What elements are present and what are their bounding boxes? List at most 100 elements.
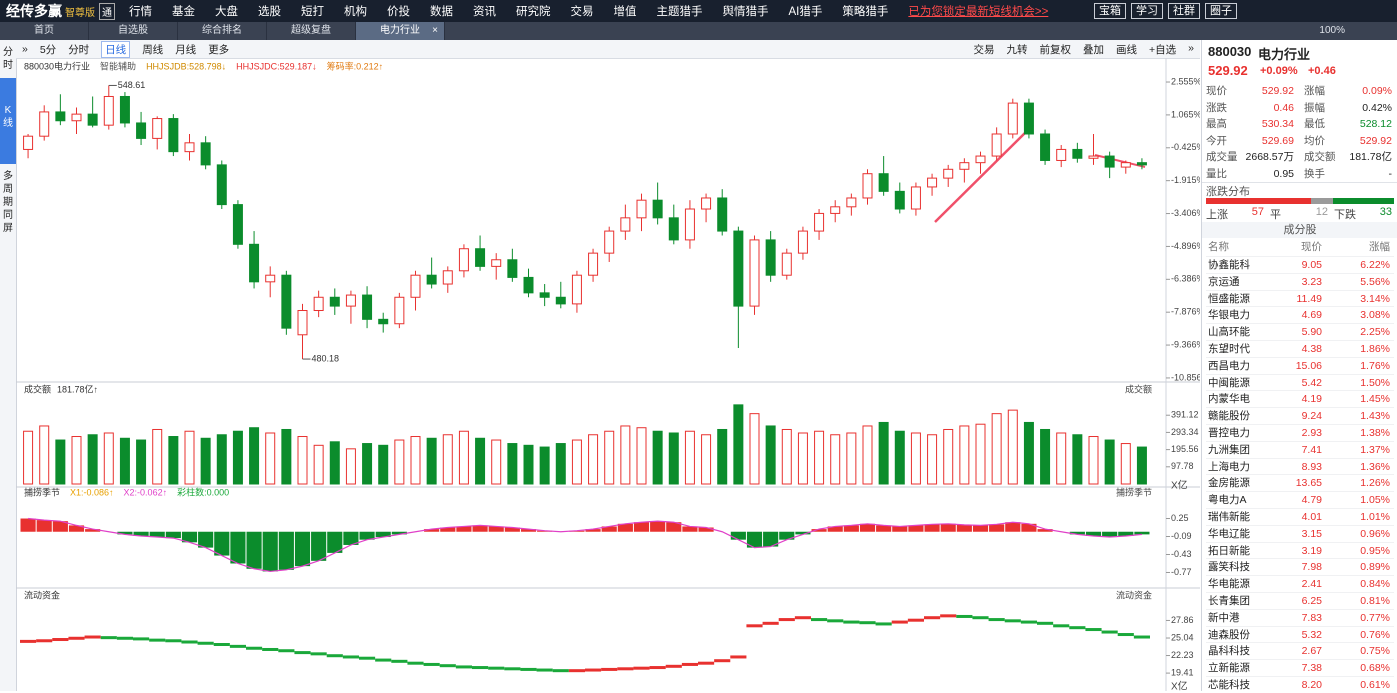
macd-bar bbox=[989, 524, 1005, 532]
cons-row[interactable]: 山高环能 5.90 2.25% bbox=[1206, 323, 1394, 340]
menu-item[interactable]: 行情 bbox=[129, 6, 152, 18]
menu-item[interactable]: 舆情猎手 bbox=[722, 6, 769, 18]
volume-bar bbox=[927, 434, 938, 485]
menu-item[interactable]: 交易 bbox=[570, 6, 594, 18]
menu-item[interactable]: 研究院 bbox=[516, 6, 551, 18]
tab[interactable]: 自选股 bbox=[89, 22, 178, 40]
menu-item[interactable]: 短打 bbox=[301, 6, 324, 18]
menu-item[interactable]: 价投 bbox=[387, 6, 410, 18]
cons-row[interactable]: 晋控电力 2.93 1.38% bbox=[1206, 424, 1394, 441]
tab[interactable]: 电力行业 × bbox=[356, 22, 445, 40]
toolbar-button[interactable]: 前复权 bbox=[1039, 43, 1072, 56]
cons-row[interactable]: 华电辽能 3.15 0.96% bbox=[1206, 524, 1394, 542]
toolbar-button[interactable]: 更多 bbox=[208, 43, 230, 56]
flow-segment bbox=[746, 624, 763, 628]
cons-row[interactable]: 恒盛能源 11.49 3.14% bbox=[1206, 289, 1394, 307]
menu-item[interactable]: AI猎手 bbox=[788, 6, 823, 18]
cons-row[interactable]: 华电能源 2.41 0.84% bbox=[1206, 575, 1394, 592]
flow-segment bbox=[859, 621, 876, 625]
quote-label: 成交量 bbox=[1206, 151, 1238, 163]
panel-title: 成交额 bbox=[24, 383, 51, 394]
quote-value: 0.46 bbox=[1273, 101, 1294, 114]
tab[interactable]: 综合排名 bbox=[178, 22, 267, 40]
top-button[interactable]: 宝箱 bbox=[1094, 3, 1126, 19]
cons-cell: 7.98 bbox=[1301, 561, 1322, 574]
toolbar-button[interactable]: 画线 bbox=[1116, 43, 1138, 56]
menu-item[interactable]: 策略猎手 bbox=[842, 6, 889, 18]
side-item[interactable]: K线 bbox=[0, 78, 16, 164]
tab[interactable]: 首页 bbox=[0, 22, 89, 40]
toolbar-button[interactable]: 分时 bbox=[68, 43, 90, 56]
side-item[interactable]: 分时 bbox=[3, 47, 13, 71]
menu-item[interactable]: 机构 bbox=[344, 6, 367, 18]
cons-row[interactable]: 京运通 3.23 5.56% bbox=[1206, 272, 1394, 290]
toolbar-button[interactable]: 九转 bbox=[1006, 43, 1028, 56]
menu-item[interactable]: 增值 bbox=[613, 6, 637, 18]
toolbar-button[interactable]: 周线 bbox=[142, 43, 164, 56]
cons-row[interactable]: 新中港 7.83 0.77% bbox=[1206, 608, 1394, 626]
side-item[interactable]: 多周期同屏 bbox=[3, 171, 13, 234]
cons-row[interactable]: 晶科科技 2.67 0.75% bbox=[1206, 642, 1394, 659]
volume-bar bbox=[991, 413, 1002, 485]
tab-close[interactable]: × bbox=[432, 25, 438, 36]
cons-row[interactable]: 露笑科技 7.98 0.89% bbox=[1206, 558, 1394, 575]
axis-unit: X亿 bbox=[1171, 680, 1188, 691]
macd-bar bbox=[278, 531, 294, 570]
menu-item[interactable]: 基金 bbox=[172, 6, 195, 18]
flow-segment bbox=[149, 638, 166, 642]
cons-row[interactable]: 长青集团 6.25 0.81% bbox=[1206, 592, 1394, 609]
top-button[interactable]: 社群 bbox=[1168, 3, 1200, 19]
y-tick-label: -9.366% bbox=[1171, 339, 1200, 349]
macd-bar bbox=[520, 529, 537, 532]
cons-row[interactable]: 中闽能源 5.42 1.50% bbox=[1206, 373, 1394, 391]
candle-body bbox=[1007, 102, 1018, 135]
promo-link[interactable]: 已为您锁定最新短线机会>> bbox=[908, 6, 1049, 18]
candle-body bbox=[523, 276, 534, 294]
zoom[interactable]: 100% bbox=[1319, 25, 1345, 36]
cons-cell: 中闽能源 bbox=[1208, 376, 1250, 389]
candle-body bbox=[345, 294, 356, 307]
cons-row[interactable]: 迪森股份 5.32 0.76% bbox=[1206, 625, 1394, 643]
top-button[interactable]: 学习 bbox=[1131, 3, 1163, 19]
tab[interactable]: 超级复盘 bbox=[267, 22, 356, 40]
toolbar-nav[interactable]: » bbox=[1188, 41, 1194, 54]
cons-cell: 13.65 bbox=[1295, 477, 1322, 490]
candle-body bbox=[717, 197, 728, 232]
cons-row[interactable]: 西昌电力 15.06 1.76% bbox=[1206, 356, 1394, 374]
toolbar-button[interactable]: +自选 bbox=[1149, 43, 1177, 56]
menu-item[interactable]: 主题猎手 bbox=[656, 6, 703, 18]
logo[interactable]: 经传多赢 bbox=[6, 3, 62, 19]
toolbar-button[interactable]: 月线 bbox=[175, 43, 197, 56]
cons-row[interactable]: 赣能股份 9.24 1.43% bbox=[1206, 407, 1394, 424]
toolbar-button[interactable]: 交易 bbox=[973, 43, 995, 56]
tong-button[interactable]: 通 bbox=[99, 2, 115, 20]
cons-row[interactable]: 内蒙华电 4.19 1.45% bbox=[1206, 390, 1394, 407]
cons-row[interactable]: 拓日新能 3.19 0.95% bbox=[1206, 541, 1394, 559]
toolbar-button[interactable]: 日线 bbox=[101, 40, 131, 58]
toolbar-nav[interactable]: » bbox=[22, 43, 28, 55]
cons-row[interactable]: 协鑫能科 9.05 6.22% bbox=[1206, 256, 1394, 273]
candle-body bbox=[1056, 148, 1067, 161]
cons-row[interactable]: 金房能源 13.65 1.26% bbox=[1206, 474, 1394, 491]
macd-bar bbox=[391, 531, 407, 535]
menu-item[interactable]: 选股 bbox=[258, 6, 281, 18]
y-tick-label: -4.896% bbox=[1171, 241, 1200, 251]
cons-row[interactable]: 九洲集团 7.41 1.37% bbox=[1206, 440, 1394, 458]
macd-bar bbox=[892, 526, 908, 532]
menu-item[interactable]: 大盘 bbox=[215, 6, 238, 18]
cons-row[interactable]: 粤电力A 4.79 1.05% bbox=[1206, 491, 1394, 508]
toolbar-button[interactable]: 叠加 bbox=[1083, 43, 1105, 56]
toolbar-button[interactable]: 5分 bbox=[39, 43, 57, 56]
menu-item[interactable]: 资讯 bbox=[473, 6, 496, 18]
cons-row[interactable]: 上海电力 8.93 1.36% bbox=[1206, 457, 1394, 475]
cons-row[interactable]: 东望时代 4.38 1.86% bbox=[1206, 340, 1394, 357]
cons-row[interactable]: 芯能科技 8.20 0.61% bbox=[1206, 676, 1394, 693]
quote-label: 涨跌 bbox=[1206, 101, 1227, 114]
cons-row[interactable]: 瑞伟新能 4.01 1.01% bbox=[1206, 508, 1394, 525]
cons-row[interactable]: 立新能源 7.38 0.68% bbox=[1206, 659, 1394, 676]
candle-body bbox=[975, 155, 986, 164]
panel-title: 捕捞季节 bbox=[24, 486, 60, 497]
menu-item[interactable]: 数据 bbox=[430, 6, 453, 18]
cons-row[interactable]: 华银电力 4.69 3.08% bbox=[1206, 306, 1394, 323]
top-button[interactable]: 圈子 bbox=[1205, 3, 1237, 19]
